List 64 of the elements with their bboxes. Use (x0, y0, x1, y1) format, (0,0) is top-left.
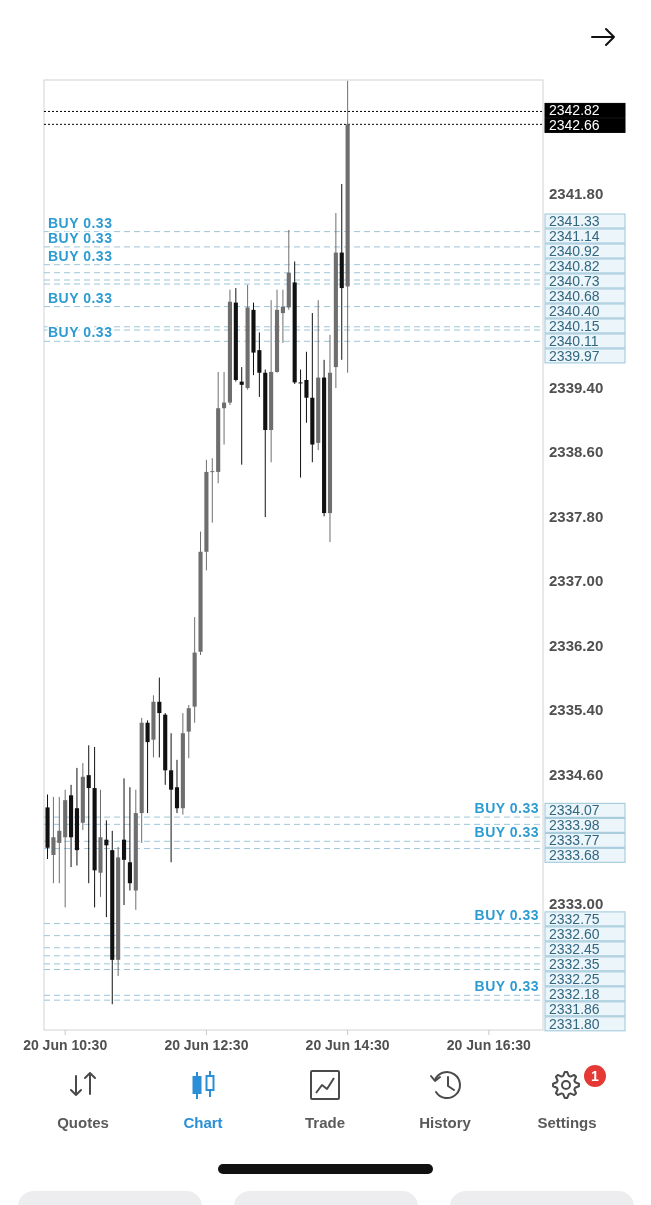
text: History (419, 1113, 472, 1131)
y-tick-label: 2336.20 (549, 636, 604, 654)
text: Quotes (57, 1113, 109, 1131)
ref-line-label: 2333.98 (549, 817, 600, 834)
y-tick-label: 2337.80 (549, 507, 604, 525)
annotation: BUY 0.33 (48, 229, 113, 246)
candlestick (121, 777, 127, 906)
text: Trade (304, 1113, 346, 1131)
ref-line-label: 2334.07 (549, 802, 600, 819)
ref-line-label: 2332.45 (549, 940, 600, 957)
y-tick-label: 2341.80 (549, 185, 604, 203)
y-tick-label: 2339.40 (549, 378, 604, 396)
x-tick-label: 20 Jun 10:30 (23, 1037, 108, 1053)
ref-line-label: 2340.73 (549, 272, 600, 289)
text: Settings (537, 1113, 597, 1131)
candlestick (174, 759, 180, 814)
ref-line-label: 2333.77 (549, 832, 600, 849)
ref-line-label: 2332.60 (549, 925, 600, 942)
candlestick (210, 457, 215, 524)
ref-line-label: 2340.40 (549, 302, 600, 319)
ref-line-label: 2332.18 (549, 985, 600, 1002)
ref-line-label: 2333.68 (549, 847, 600, 864)
ref-line-label: 2341.33 (549, 213, 600, 229)
ref-line-label: 2332.75 (549, 910, 600, 927)
annotation: BUY 0.33 (474, 978, 539, 995)
ref-line-label: 2339.97 (549, 347, 600, 364)
y-tick-label: 2334.60 (549, 765, 604, 783)
candlestick (86, 744, 91, 884)
ref-line-label: 2331.86 (549, 1000, 600, 1017)
y-tick-label: 2335.40 (549, 701, 604, 719)
ref-line-label: 2340.82 (549, 257, 600, 274)
candlestick (169, 732, 174, 863)
x-tick-label: 20 Jun 16:30 (446, 1037, 532, 1053)
annotation: BUY 0.33 (474, 800, 539, 817)
x-tick-label: 20 Jun 12:30 (164, 1037, 249, 1053)
text: Chart (183, 1113, 223, 1131)
ref-line-label: 2332.35 (549, 955, 600, 972)
annotation: BUY 0.33 (48, 289, 113, 306)
ref-line-label: 2340.92 (549, 242, 600, 259)
candlestick (239, 366, 244, 466)
ref-line-label: 2340.15 (549, 317, 600, 334)
text: 1 (591, 1068, 600, 1084)
candlestick (157, 677, 162, 758)
candlestick (186, 704, 191, 759)
annotation: BUY 0.33 (48, 214, 113, 231)
ref-line-label: 2331.80 (549, 1015, 600, 1032)
ref-line-label: 2340.68 (549, 287, 600, 304)
y-tick-label: 2333.00 (549, 894, 604, 912)
candlestick (127, 786, 132, 891)
annotation: BUY 0.33 (474, 824, 539, 841)
ref-line-label: 2340.11 (549, 332, 599, 349)
ref-line-label: 2341.14 (549, 228, 600, 244)
ref-line-label: 2332.25 (549, 970, 600, 987)
candlestick (51, 796, 56, 884)
y-tick-label: 2337.00 (549, 572, 604, 590)
y-tick-label: 2338.60 (549, 443, 604, 461)
candlestick (145, 719, 150, 814)
annotation: BUY 0.33 (474, 906, 539, 923)
annotation: BUY 0.33 (48, 324, 113, 341)
ref-line-label: 2342.66 (549, 117, 600, 134)
x-tick-label: 20 Jun 14:30 (305, 1037, 390, 1053)
annotation: BUY 0.33 (48, 247, 113, 264)
ref-line-label: 2342.82 (549, 102, 600, 119)
candlestick (57, 796, 62, 884)
